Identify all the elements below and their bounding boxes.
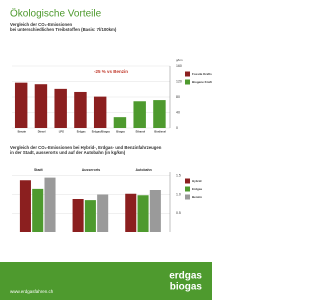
chart-title: Vergleich der CO₂-Emissionen: [10, 22, 72, 27]
x-tick-label: Stadt: [34, 168, 44, 172]
bar: [84, 200, 96, 232]
y-tick-label: 120: [176, 79, 182, 83]
unit-label: g/km: [176, 58, 183, 62]
annotation: -25 % vs Benzin: [94, 69, 128, 74]
url: www.erdgasfahren.ch: [10, 289, 54, 294]
bar: [137, 195, 149, 232]
legend-swatch: [185, 186, 190, 192]
chart-subtitle: in der Stadt, ausserorts und auf der Aut…: [10, 150, 126, 155]
bar: [74, 91, 87, 128]
bar: [72, 199, 84, 232]
bar: [34, 84, 48, 128]
y-tick-label: 0.5: [176, 211, 181, 215]
x-tick-label: Erdgas: [77, 130, 86, 134]
chart-subtitle: bei unterschiedlichen Treibstoffen (Basi…: [10, 27, 117, 32]
page: Ökologische Vorteile Vergleich der CO₂-E…: [0, 0, 212, 300]
bar: [93, 96, 107, 128]
y-tick-label: 40: [176, 110, 180, 114]
bar: [149, 190, 161, 232]
legend-swatch: [185, 79, 190, 85]
bar: [19, 180, 31, 232]
background: [0, 0, 212, 300]
x-tick-label: Biogas: [116, 130, 125, 134]
x-tick-label: Ausserorts: [82, 168, 101, 172]
bar: [125, 193, 137, 232]
x-tick-label: Benzin: [18, 130, 27, 134]
page-title: Ökologische Vorteile: [10, 8, 102, 20]
bar: [113, 117, 127, 128]
x-tick-label: Erdgas/Biogas: [92, 130, 111, 134]
bar: [97, 194, 109, 232]
y-tick-label: 160: [176, 64, 182, 68]
x-tick-label: LPG: [59, 130, 64, 134]
y-tick-label: 1.0: [176, 192, 181, 196]
chart-title: Vergleich der CO₂-Emissionen bei Hybrid-…: [10, 145, 162, 150]
bar: [32, 188, 44, 232]
footer-band: [0, 262, 212, 300]
logo: erdgas: [169, 271, 202, 282]
x-tick-label: Autobahn: [135, 168, 151, 172]
legend-label: Biogene Kraftstoffe: [192, 80, 212, 84]
x-tick-label: Ethanol: [136, 130, 146, 134]
legend-label: Hybrid: [192, 179, 202, 183]
bar: [133, 101, 146, 128]
y-tick-label: 0: [176, 126, 178, 130]
legend-swatch: [185, 194, 190, 200]
bar: [14, 82, 28, 128]
x-tick-label: Diesel: [38, 130, 46, 134]
legend-label: Erdgas: [192, 187, 203, 191]
logo: biogas: [170, 282, 203, 293]
legend-label: Benzin: [192, 195, 202, 199]
legend-swatch: [185, 178, 190, 184]
bar: [44, 177, 56, 232]
x-tick-label: Biodiesel: [154, 130, 166, 134]
bar: [153, 100, 166, 128]
legend-label: Fossile Kraftstoffe: [192, 72, 212, 76]
y-tick-label: 80: [176, 95, 180, 99]
y-tick-label: 1.5: [176, 174, 181, 178]
legend-swatch: [185, 71, 190, 77]
bar: [54, 88, 67, 128]
